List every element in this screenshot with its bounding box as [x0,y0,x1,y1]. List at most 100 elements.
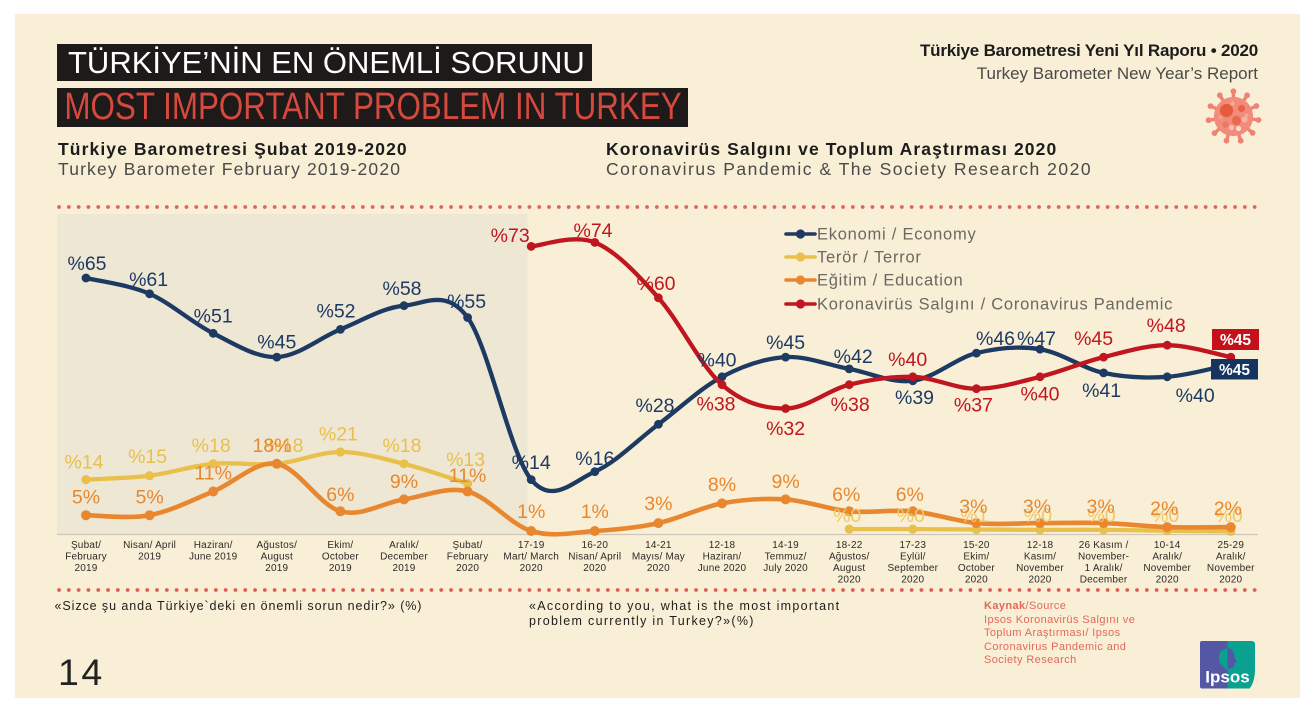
svg-text:%0: %0 [1215,505,1243,527]
svg-text:%18: %18 [382,435,421,457]
svg-text:%14: %14 [64,452,103,474]
svg-text:2019: 2019 [74,563,97,574]
svg-text:%28: %28 [635,395,674,417]
svg-text:3%: 3% [644,493,672,515]
svg-text:Aralık/: Aralık/ [1152,552,1182,563]
svg-text:1%: 1% [517,501,545,523]
svg-text:Ekim/: Ekim/ [327,540,353,551]
svg-text:2%: 2% [1150,498,1178,520]
svg-text:2020: 2020 [520,563,543,574]
svg-text:%51: %51 [194,306,233,328]
svg-text:6%: 6% [326,484,354,506]
svg-text:2020: 2020 [1156,575,1179,586]
svg-text:2020: 2020 [838,575,861,586]
svg-text:%0: %0 [1151,505,1179,527]
svg-text:16-20: 16-20 [582,540,609,551]
svg-text:9%: 9% [390,471,418,493]
svg-text:2019: 2019 [329,563,352,574]
svg-text:%32: %32 [766,418,805,440]
svg-text:%45: %45 [1220,332,1251,349]
svg-text:%40: %40 [888,349,927,371]
svg-text:Haziran/: Haziran/ [703,552,742,563]
svg-text:2020: 2020 [647,563,670,574]
svg-text:%14: %14 [512,452,551,474]
svg-text:1 Aralık/: 1 Aralık/ [1085,563,1123,574]
svg-text:Ağustos/: Ağustos/ [829,552,870,563]
svg-text:18%: 18% [252,435,291,457]
svg-text:11%: 11% [449,465,487,487]
svg-text:December: December [1080,575,1128,586]
svg-text:Nisan/ April: Nisan/ April [568,552,621,563]
svg-text:%65: %65 [67,253,106,275]
svg-text:%21: %21 [319,424,358,446]
svg-text:18-22: 18-22 [836,540,863,551]
svg-text:Temmuz/: Temmuz/ [765,552,807,563]
svg-text:14-19: 14-19 [772,540,799,551]
svg-text:Ipsos: Ipsos [1205,668,1249,687]
svg-text:%15: %15 [128,446,167,468]
svg-text:%40: %40 [1020,384,1059,406]
svg-text:2019: 2019 [138,552,161,563]
svg-text:November: November [1143,563,1191,574]
svg-text:11%: 11% [194,463,232,485]
svg-text:%37: %37 [954,395,993,417]
svg-text:November: November [1016,563,1064,574]
svg-text:%55: %55 [447,291,486,313]
svg-text:%40: %40 [697,350,736,372]
svg-text:August: August [261,552,293,563]
svg-text:%16: %16 [575,448,614,470]
svg-text:Mayıs/ May: Mayıs/ May [632,552,685,563]
svg-text:Şubat/: Şubat/ [453,540,483,551]
svg-text:July 2020: July 2020 [763,563,808,574]
svg-text:Mart/ March: Mart/ March [503,552,559,563]
svg-text:%18: %18 [192,435,231,457]
svg-text:2020: 2020 [965,575,988,586]
svg-text:%18: %18 [264,435,303,457]
svg-text:%38: %38 [831,394,870,416]
svg-text:Aralık/: Aralık/ [1216,552,1246,563]
svg-text:June 2019: June 2019 [189,552,238,563]
svg-text:25-29: 25-29 [1218,540,1245,551]
svg-text:%45: %45 [257,332,296,354]
svg-text:2020: 2020 [456,563,479,574]
svg-text:%45: %45 [1074,328,1113,350]
svg-text:2019: 2019 [392,563,415,574]
svg-text:%73: %73 [491,225,530,247]
svg-text:Haziran/: Haziran/ [194,540,233,551]
svg-text:14-21: 14-21 [645,540,672,551]
svg-text:5%: 5% [136,487,164,509]
svg-text:2020: 2020 [583,563,606,574]
svg-text:%74: %74 [573,220,612,242]
svg-text:6%: 6% [832,484,860,506]
svg-text:%38: %38 [696,394,735,416]
svg-text:September: September [887,563,938,574]
svg-text:Koronavirüs Salgını / Coronavi: Koronavirüs Salgını / Coronavirus Pandem… [817,296,1173,314]
svg-text:Ağustos/: Ağustos/ [257,540,298,551]
svg-text:June 2020: June 2020 [698,563,747,574]
svg-text:2%: 2% [1214,498,1242,520]
svg-text:Şubat/: Şubat/ [71,540,101,551]
svg-text:%40: %40 [1176,385,1215,407]
svg-text:17-19: 17-19 [518,540,545,551]
svg-text:November: November [1207,563,1255,574]
svg-text:%42: %42 [834,346,873,368]
svg-text:2020: 2020 [1219,575,1242,586]
svg-text:17-23: 17-23 [900,540,927,551]
svg-text:December: December [380,552,428,563]
svg-text:February: February [65,552,107,563]
svg-text:2019: 2019 [265,563,288,574]
svg-text:Aralık/: Aralık/ [389,540,419,551]
svg-text:%39: %39 [895,387,934,409]
svg-text:6%: 6% [896,484,924,506]
svg-text:Kasım/: Kasım/ [1024,552,1056,563]
svg-text:3%: 3% [1023,496,1051,518]
svg-text:%13: %13 [446,449,485,471]
svg-text:%0: %0 [833,505,861,527]
svg-text:Ekonomi / Economy: Ekonomi / Economy [817,226,976,244]
svg-text:%45: %45 [766,332,805,354]
svg-text:15-20: 15-20 [963,540,990,551]
svg-text:%61: %61 [129,269,168,291]
svg-text:October: October [322,552,359,563]
svg-text:8%: 8% [708,474,736,496]
svg-text:%60: %60 [636,273,675,295]
